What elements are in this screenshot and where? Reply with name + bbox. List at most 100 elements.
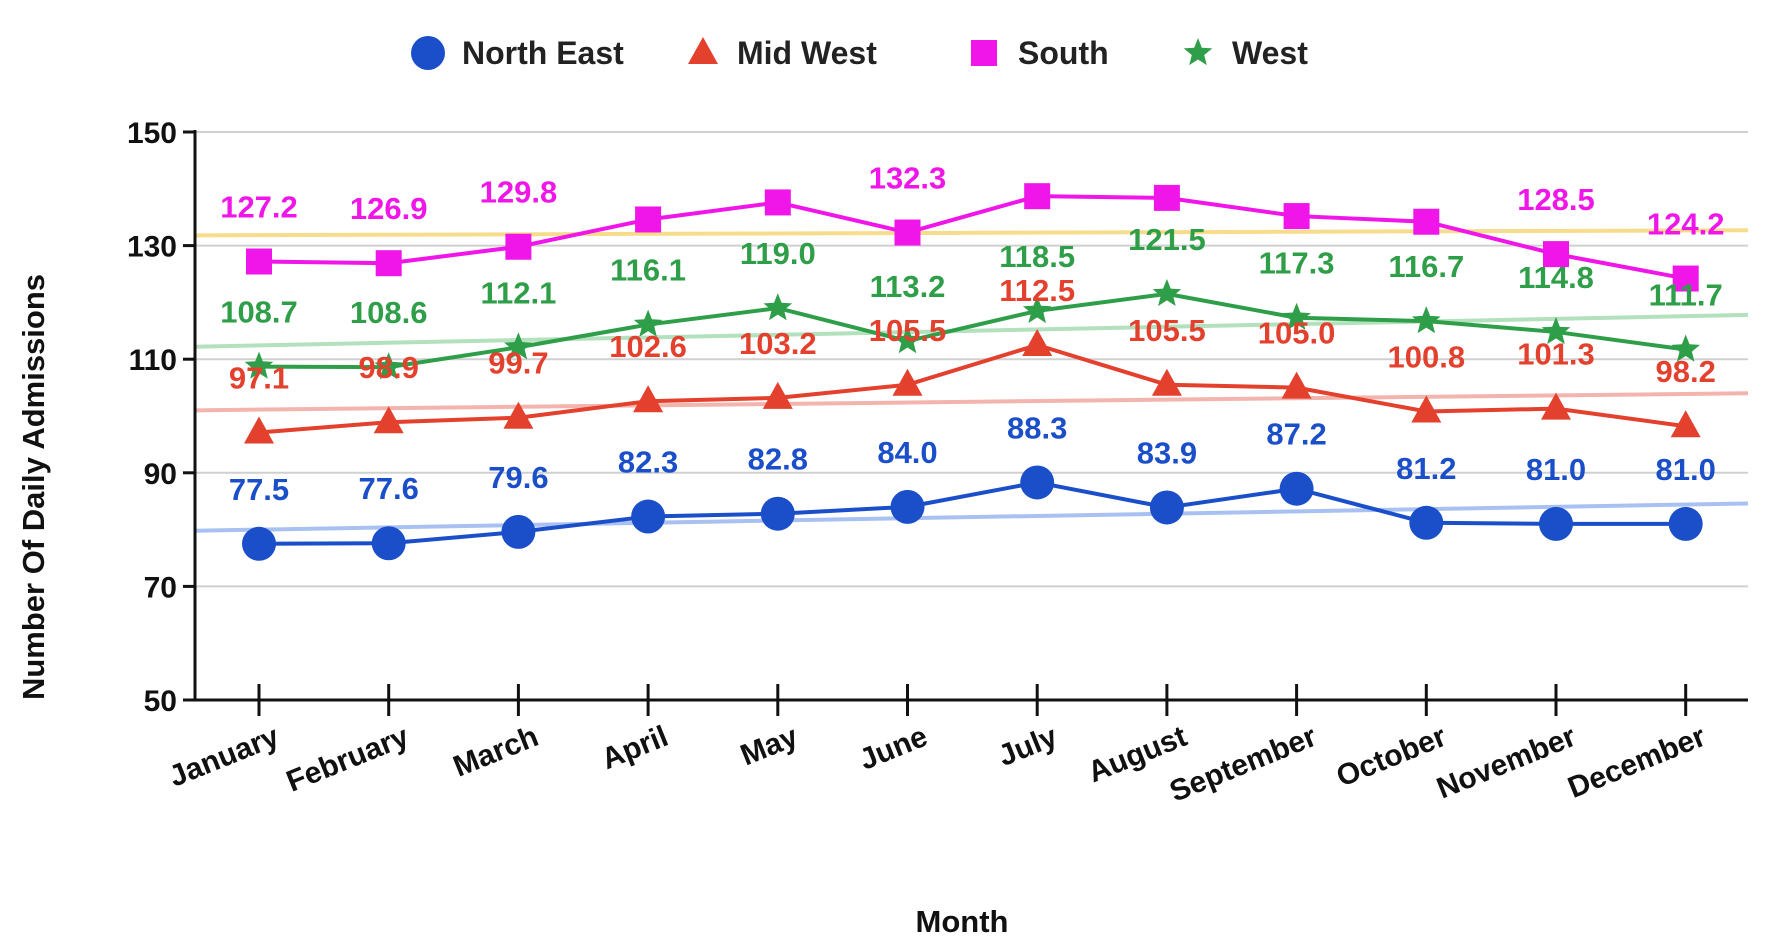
west-point [1671,334,1700,362]
south-line [258,194,1687,281]
mid-west-data-label: 98.2 [1656,354,1716,389]
legend-marker-circle [411,36,445,70]
legend: North East Mid West South West [411,35,1308,71]
mid-west-data-label: 99.7 [488,346,548,381]
mid-west-data-label: 103.2 [739,326,817,361]
legend-label: West [1232,35,1308,71]
west-data-label: 112.1 [480,275,556,310]
mid-west-point [762,381,793,409]
y-tick-label: 150 [127,117,177,150]
series-mid-west [244,329,1701,444]
series-west [244,278,1700,380]
mid-west-point [503,401,534,429]
south-data-label: 128.5 [1517,182,1595,217]
x-tick-label: January [165,720,284,794]
west-data-label: 118.5 [999,239,1075,274]
mid-west-point [1151,368,1182,396]
west-point [893,326,922,354]
mid-west-point [373,406,404,434]
north-east-data-label: 87.2 [1266,417,1326,452]
north-east-point [760,496,795,531]
south-data-label: 127.2 [220,190,298,225]
west-data-label: 114.8 [1518,260,1594,295]
x-tick-label: October [1332,720,1451,794]
west-data-label: 113.2 [870,269,946,304]
series-group [242,183,1703,561]
mid-west-point [1411,395,1442,423]
gridlines [195,131,1748,588]
legend-label: South [1018,35,1109,71]
west-point [1152,278,1182,306]
west-data-label: 108.6 [350,295,428,330]
mid-west-point [1670,410,1701,438]
west-data-label: 111.7 [1649,278,1723,313]
south-data-label: 132.3 [869,161,947,196]
south-data-label: 129.8 [480,175,558,210]
north-east-data-label: 81.0 [1526,452,1586,487]
north-east-data-label: 84.0 [877,435,937,470]
x-tick-label: December [1563,720,1710,805]
north-east-data-label: 82.8 [748,442,808,477]
south-point [764,189,791,216]
trend-line-west [194,312,1749,349]
data-labels: 77.5 77.6 79.6 82.3 82.8 84.0 88.3 83.9 87.2 81.2… [220,161,1724,507]
y-tick-label: 110 [129,344,177,377]
x-tick-label: June [855,720,932,777]
mid-west-point [633,385,664,413]
north-east-data-label: 83.9 [1137,435,1197,470]
north-east-data-label: 82.3 [618,445,678,480]
mid-west-data-label: 101.3 [1517,337,1595,372]
south-point [1543,241,1569,268]
legend-item-west: West [1183,35,1308,71]
series-north-east [242,465,1703,561]
mid-west-point [892,368,923,396]
west-line [258,291,1686,370]
x-tick-label: February [282,720,414,799]
south-data-label: 124.2 [1647,207,1725,242]
west-data-label: 119.0 [740,236,816,271]
south-point [375,250,402,277]
south-point [635,206,662,233]
north-east-data-label: 81.0 [1656,452,1716,487]
west-point [504,332,533,360]
mid-west-line [258,343,1686,435]
mid-west-point [1281,371,1312,399]
mid-west-data-label: 98.9 [359,350,419,385]
north-east-data-label: 81.2 [1396,451,1456,486]
north-east-data-label: 77.6 [359,471,419,506]
north-east-point [501,514,536,549]
legend-item-mid-west: Mid West [688,35,877,71]
x-tick-label: May [736,720,803,773]
south-point [1413,208,1440,235]
west-data-label: 121.5 [1128,222,1206,257]
trend-line-mid-west [194,391,1749,413]
south-point [1153,184,1180,211]
mid-west-point [1022,329,1053,356]
mid-west-data-label: 112.5 [999,273,1075,308]
x-tick-label: March [449,720,543,784]
north-east-point [1149,490,1184,525]
west-data-label: 116.7 [1388,249,1464,284]
series-south [246,183,1699,292]
north-east-point [1279,471,1314,506]
legend-label: Mid West [737,35,877,71]
y-tick-label: 50 [144,685,177,718]
west-point [1412,306,1441,334]
west-data-label: 117.3 [1259,246,1335,281]
trend-lines [194,228,1749,533]
south-point [246,248,272,275]
north-east-point [631,499,666,534]
x-tick-label: July [994,720,1062,773]
south-point [894,219,921,246]
legend-marker-triangle [688,37,718,64]
south-point [1283,203,1310,230]
west-point [633,309,663,337]
north-east-data-label: 88.3 [1007,410,1067,445]
west-point [1282,302,1311,330]
mid-west-data-label: 102.6 [609,329,687,364]
mid-west-data-label: 97.1 [229,360,289,395]
north-east-point [1409,505,1444,540]
mid-west-data-label: 105.5 [869,313,947,348]
south-point [1024,183,1051,210]
